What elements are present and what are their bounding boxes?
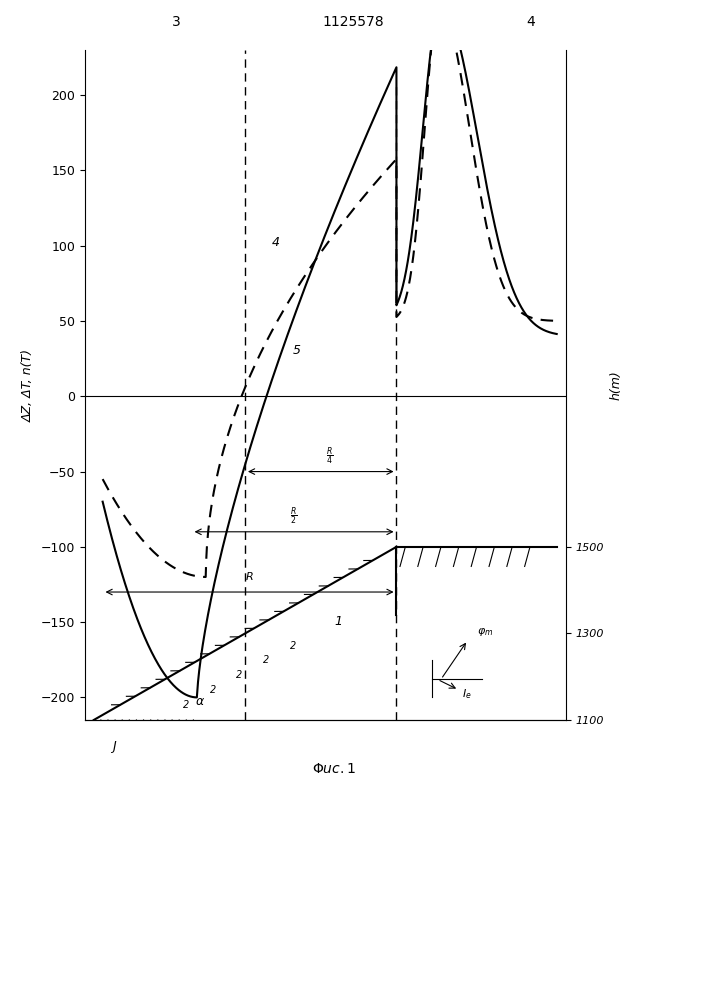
Text: 2: 2	[183, 700, 189, 710]
Text: $\frac{R}{2}$: $\frac{R}{2}$	[291, 506, 298, 527]
Text: $\alpha$: $\alpha$	[195, 695, 205, 708]
Text: $\Phi u c. 1$: $\Phi u c. 1$	[312, 762, 356, 776]
Text: 1125578: 1125578	[322, 15, 385, 29]
Text: 2: 2	[209, 685, 216, 695]
Text: 2: 2	[263, 655, 269, 665]
Y-axis label: h(m): h(m)	[609, 370, 622, 400]
Text: $I_e$: $I_e$	[462, 687, 472, 701]
Y-axis label: ΔZ, ΔT, n(T): ΔZ, ΔT, n(T)	[22, 348, 35, 421]
Text: 5: 5	[293, 344, 301, 357]
Text: 2: 2	[236, 670, 243, 680]
Text: $\varphi_m$: $\varphi_m$	[477, 626, 493, 638]
Text: 4: 4	[526, 15, 534, 29]
Text: $\frac{R}{4}$: $\frac{R}{4}$	[326, 446, 334, 467]
Text: 3: 3	[173, 15, 181, 29]
Text: J: J	[112, 740, 115, 753]
Text: 2: 2	[290, 641, 296, 651]
Text: 4: 4	[271, 236, 280, 249]
Text: $R$: $R$	[245, 570, 254, 582]
Text: 1: 1	[334, 615, 342, 628]
